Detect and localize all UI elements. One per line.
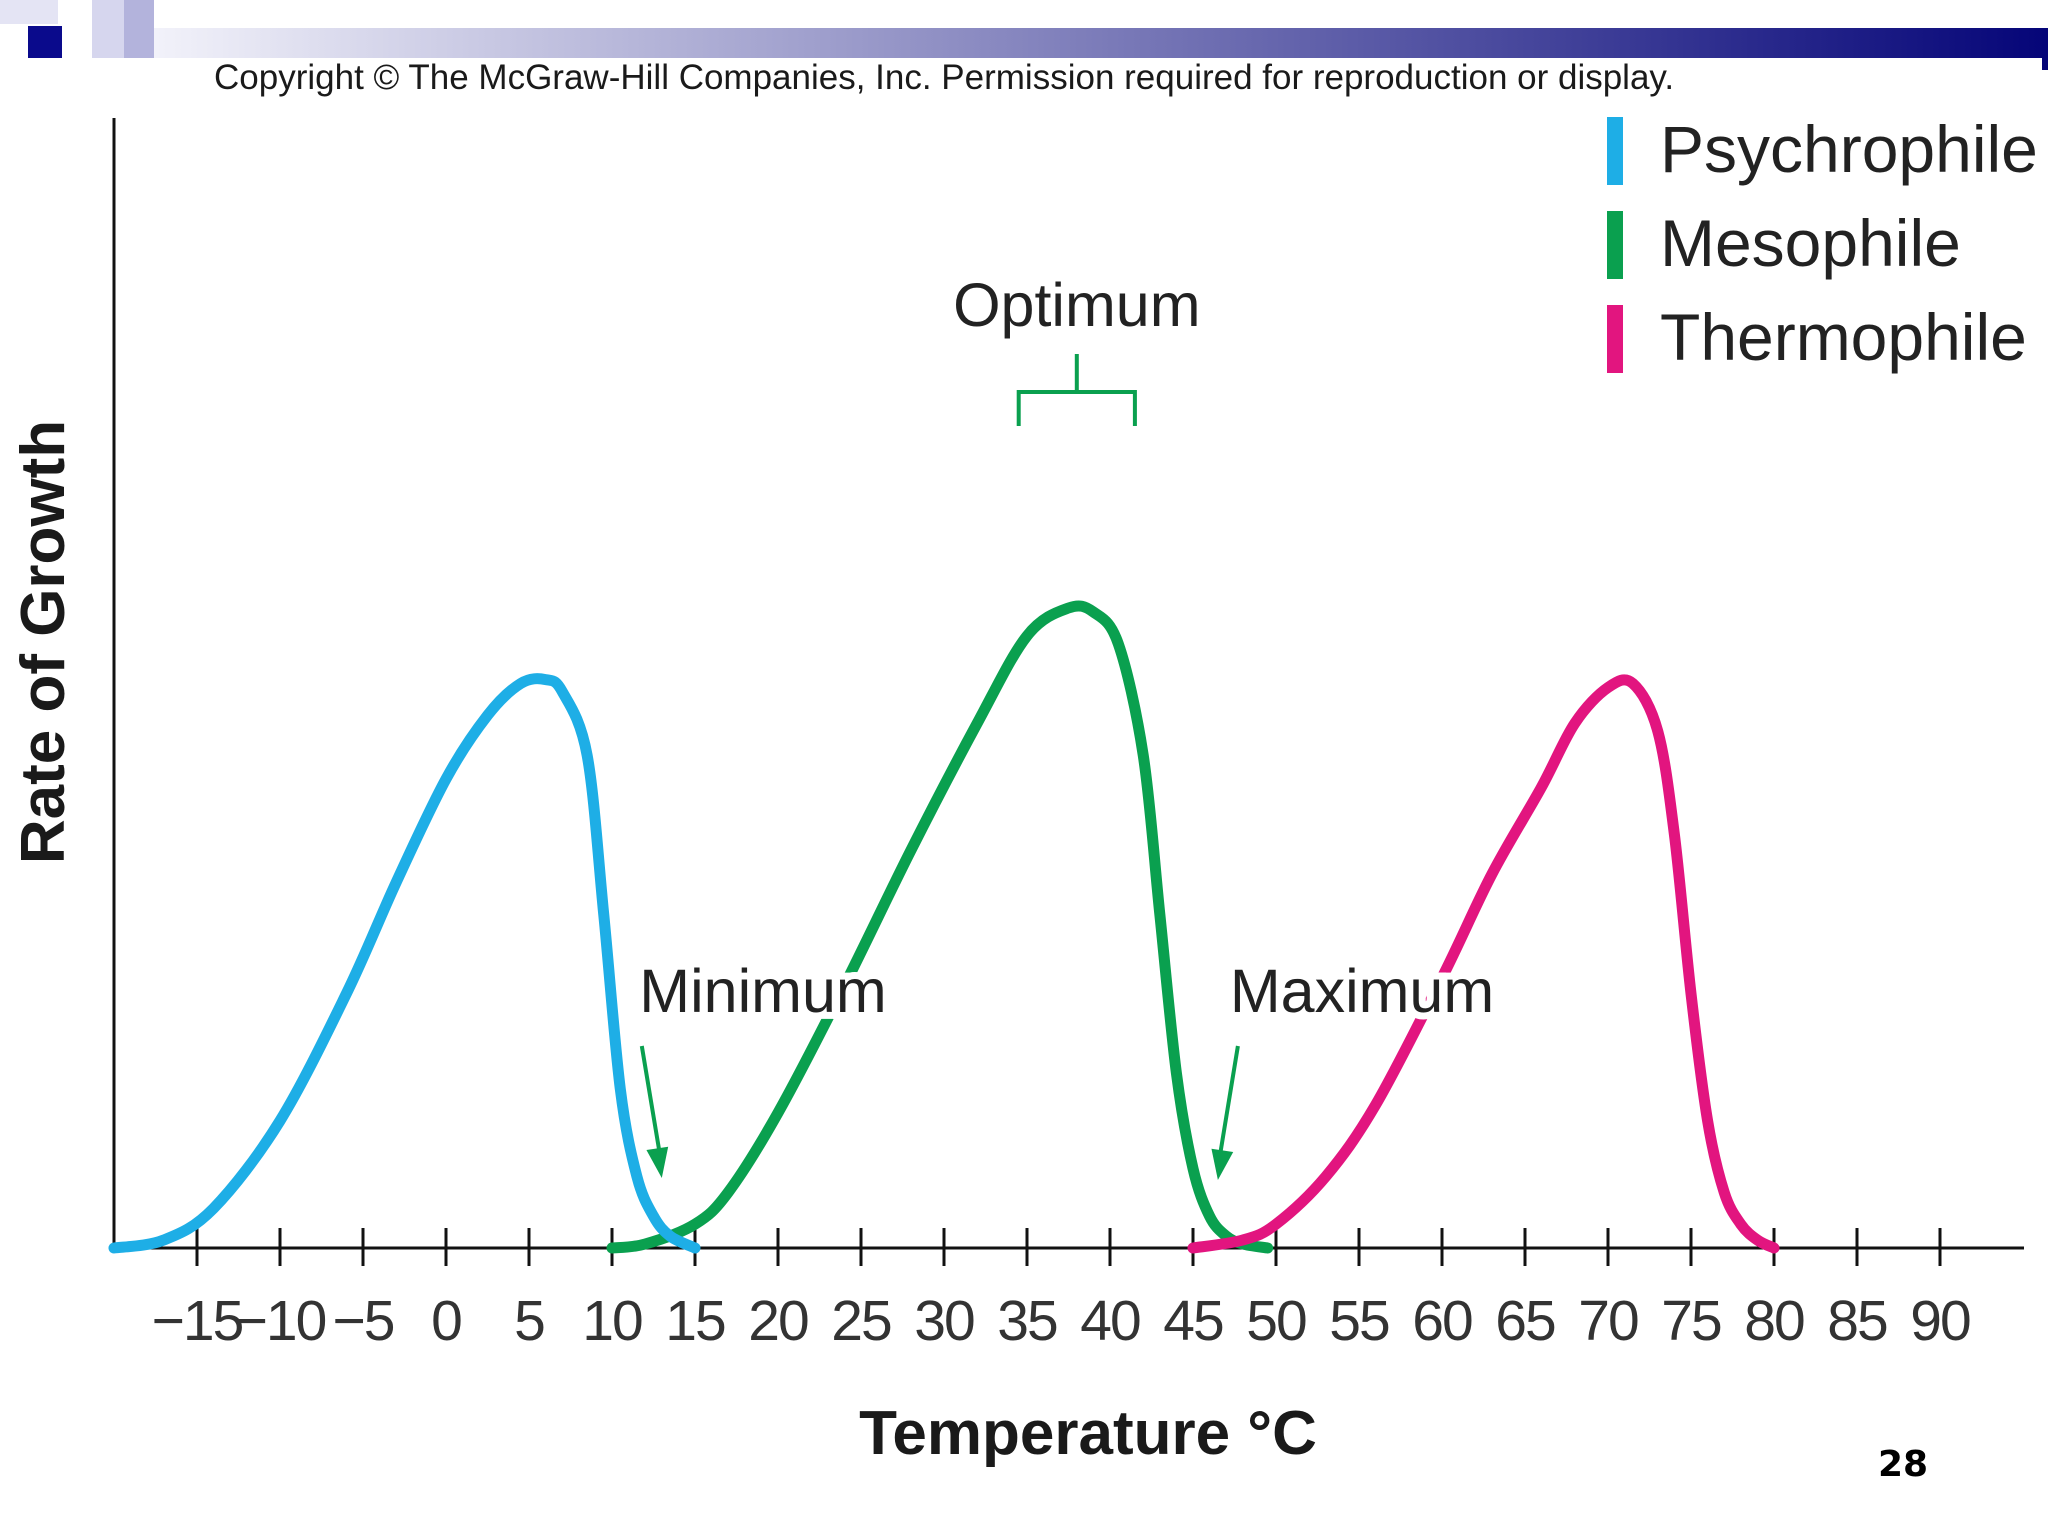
- x-tick-label: 75: [1661, 1289, 1721, 1353]
- x-tick-label: 65: [1495, 1289, 1555, 1353]
- legend-label-psychrophile: Psychrophile: [1660, 112, 2038, 186]
- x-tick-label: 45: [1163, 1289, 1223, 1353]
- series-line-thermophile: [1187, 674, 1780, 1254]
- x-tick-label: 85: [1827, 1289, 1887, 1353]
- copyright-notice: Copyright © The McGraw-Hill Companies, I…: [214, 58, 1675, 97]
- maximum-arrow-head: [1211, 1148, 1234, 1180]
- x-tick-label: 40: [1080, 1289, 1140, 1353]
- minimum-label: Minimum: [639, 957, 886, 1025]
- header-gradient-bar: [154, 28, 2048, 58]
- x-tick-label: 90: [1910, 1289, 1970, 1353]
- slide-header-bar: [0, 0, 2048, 70]
- x-tick-label: −5: [333, 1289, 394, 1353]
- legend-swatch-psychrophile: [1607, 117, 1623, 185]
- minimum-arrow-shaft: [639, 1045, 664, 1167]
- x-tick-label: 15: [665, 1289, 725, 1353]
- x-tick-label: 70: [1578, 1289, 1638, 1353]
- x-axis-title: Temperature °C: [859, 1399, 1317, 1468]
- x-tick-label: 55: [1329, 1289, 1389, 1353]
- minimum-arrow-head: [646, 1146, 669, 1178]
- header-mid-square-b: [124, 0, 154, 58]
- x-tick-label: −10: [235, 1289, 326, 1353]
- axes: −15−10 −5 0 5 10 15 20 25 30 35 40 45 50 55 60 65 70 75 80…: [9, 118, 2024, 1468]
- x-tick-label: 25: [831, 1289, 891, 1353]
- x-tick-label: 5: [514, 1289, 544, 1353]
- header-dark-square: [28, 26, 62, 58]
- x-tick-label: 10: [582, 1289, 642, 1353]
- legend-label-mesophile: Mesophile: [1660, 206, 1961, 280]
- x-tick-label: −15: [152, 1289, 243, 1353]
- optimum-label: Optimum: [953, 271, 1200, 339]
- x-tick-label: 35: [997, 1289, 1057, 1353]
- x-tick-label: 20: [748, 1289, 808, 1353]
- maximum-label: Maximum: [1230, 957, 1494, 1025]
- x-tick-label: 0: [431, 1289, 461, 1353]
- x-tick-label: 30: [914, 1289, 974, 1353]
- x-tick-label: 60: [1412, 1289, 1472, 1353]
- series-line-psychrophile: [108, 673, 701, 1254]
- legend-swatch-thermophile: [1607, 305, 1623, 373]
- header-right-edge: [2042, 28, 2048, 70]
- legend: Psychrophile Mesophile Thermophile: [1607, 112, 2038, 374]
- optimum-bracket: [1016, 354, 1137, 426]
- series-lines: [108, 600, 1780, 1254]
- series-line-mesophile: [606, 600, 1274, 1254]
- annotations: Optimum Minimum Maximum: [632, 271, 1501, 1180]
- legend-label-thermophile: Thermophile: [1660, 300, 2027, 374]
- maximum-arrow-shaft: [1215, 1045, 1240, 1169]
- x-tick-label: 50: [1246, 1289, 1306, 1353]
- x-tick-label: 80: [1744, 1289, 1804, 1353]
- page-number: 28: [1878, 1444, 1929, 1485]
- legend-swatch-mesophile: [1607, 211, 1623, 279]
- y-axis-title: Rate of Growth: [9, 420, 78, 864]
- header-light-square: [0, 0, 58, 24]
